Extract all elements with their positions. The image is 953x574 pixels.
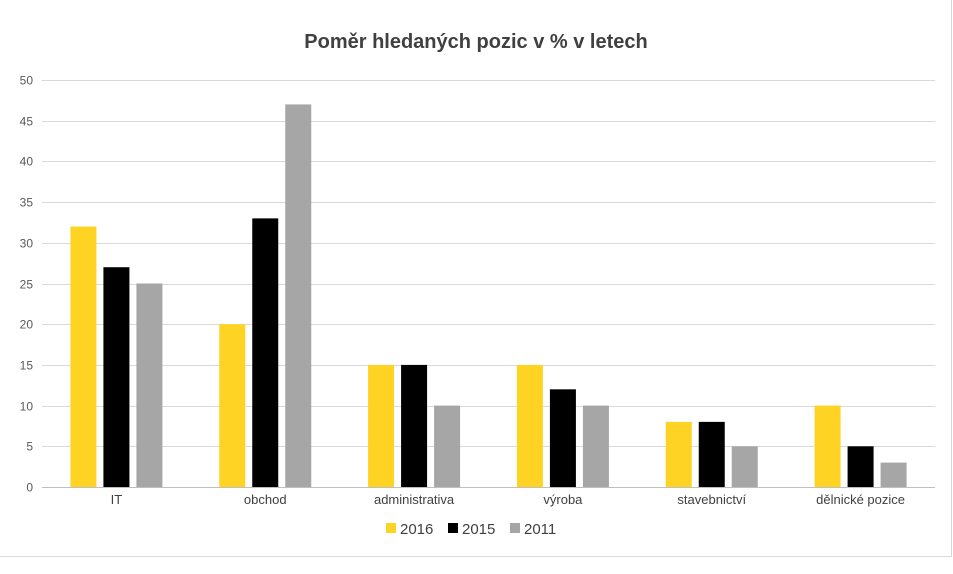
bar-2011-2	[434, 405, 461, 487]
chart-title: Poměr hledaných pozic v % v letech	[304, 31, 647, 53]
y-tick-label: 35	[20, 196, 34, 210]
bars	[70, 104, 907, 488]
gridlines	[42, 80, 935, 488]
y-tick-label: 30	[20, 237, 34, 251]
bar-2011-1	[285, 104, 312, 488]
chart-frame	[0, 0, 952, 557]
bar-2015-1	[252, 218, 279, 487]
bar-2015-3	[549, 389, 576, 487]
bar-2015-4	[698, 421, 725, 487]
y-axis-tick-labels: 0 5 10 15 20 25 30 35 40 45 50	[20, 74, 34, 495]
bar-2011-5	[880, 462, 907, 487]
bar-2011-3	[582, 405, 609, 487]
y-tick-label: 5	[26, 440, 33, 454]
x-tick-label: IT	[111, 492, 123, 507]
y-tick-label: 45	[20, 115, 34, 129]
bar-2011-4	[731, 446, 758, 487]
y-tick-label: 15	[20, 359, 34, 373]
y-tick-label: 40	[20, 155, 34, 169]
bar-2015-0	[103, 267, 130, 487]
y-tick-label: 20	[20, 318, 34, 332]
bar-2016-4	[665, 421, 692, 487]
y-tick-label: 25	[20, 278, 34, 292]
bar-2015-5	[847, 446, 874, 487]
x-tick-label: stavebnictví	[677, 492, 746, 507]
x-tick-label: dělnické pozice	[816, 492, 905, 507]
bar-2011-0	[136, 283, 163, 487]
legend-swatch	[448, 523, 458, 533]
x-tick-label: obchod	[244, 492, 287, 507]
legend-label: 2016	[400, 521, 433, 538]
y-tick-label: 50	[20, 74, 34, 88]
bar-2016-2	[368, 364, 395, 487]
legend-label: 2011	[524, 521, 556, 538]
legend-item-2015: 2015	[448, 521, 495, 538]
bar-2016-0	[70, 226, 97, 487]
x-tick-label: administrativa	[374, 492, 455, 507]
y-tick-label: 10	[20, 400, 34, 414]
bar-2016-1	[219, 324, 246, 487]
bar-2016-5	[814, 405, 841, 487]
legend: 2016 2015 2011	[386, 521, 556, 538]
legend-item-2011: 2011	[510, 521, 556, 538]
legend-label: 2015	[462, 521, 495, 538]
y-tick-label: 0	[26, 481, 33, 495]
legend-item-2016: 2016	[386, 521, 433, 538]
legend-swatch	[510, 523, 520, 533]
bar-2016-3	[516, 364, 543, 487]
x-axis-tick-labels: IT obchod administrativa výroba stavebnictví…	[111, 492, 905, 507]
x-tick-label: výroba	[543, 492, 583, 507]
bar-2015-2	[401, 364, 428, 487]
legend-swatch	[386, 523, 396, 533]
